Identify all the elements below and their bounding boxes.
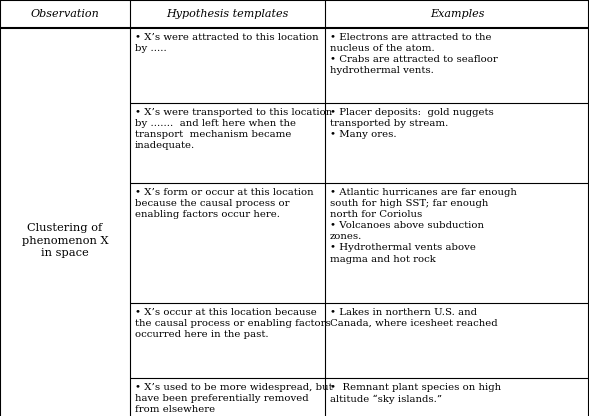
Text: • Electrons are attracted to the
nucleus of the atom.
• Crabs are attracted to s: • Electrons are attracted to the nucleus… bbox=[330, 33, 498, 75]
Text: • Lakes in northern U.S. and
Canada, where icesheet reached: • Lakes in northern U.S. and Canada, whe… bbox=[330, 308, 498, 328]
Text: Examples: Examples bbox=[430, 9, 484, 19]
Text: • X’s were attracted to this location
by .....: • X’s were attracted to this location by… bbox=[135, 33, 319, 53]
Text: • Placer deposits:  gold nuggets
transported by stream.
• Many ores.: • Placer deposits: gold nuggets transpor… bbox=[330, 108, 494, 139]
Text: •  Remnant plant species on high
altitude “sky islands.”: • Remnant plant species on high altitude… bbox=[330, 383, 501, 404]
Text: • X’s used to be more widespread, but
have been preferentially removed
from else: • X’s used to be more widespread, but ha… bbox=[135, 383, 333, 414]
Text: Observation: Observation bbox=[31, 9, 100, 19]
Text: Hypothesis templates: Hypothesis templates bbox=[166, 9, 289, 19]
Text: • X’s form or occur at this location
because the causal process or
enabling fact: • X’s form or occur at this location bec… bbox=[135, 188, 313, 219]
Text: • Atlantic hurricanes are far enough
south for high SST; far enough
north for Co: • Atlantic hurricanes are far enough sou… bbox=[330, 188, 517, 264]
Text: • X’s were transported to this location
by .......  and left here when the
trans: • X’s were transported to this location … bbox=[135, 108, 332, 150]
Text: Clustering of
phenomenon X
in space: Clustering of phenomenon X in space bbox=[22, 223, 108, 258]
Text: • X’s occur at this location because
the causal process or enabling factors
occu: • X’s occur at this location because the… bbox=[135, 308, 331, 339]
